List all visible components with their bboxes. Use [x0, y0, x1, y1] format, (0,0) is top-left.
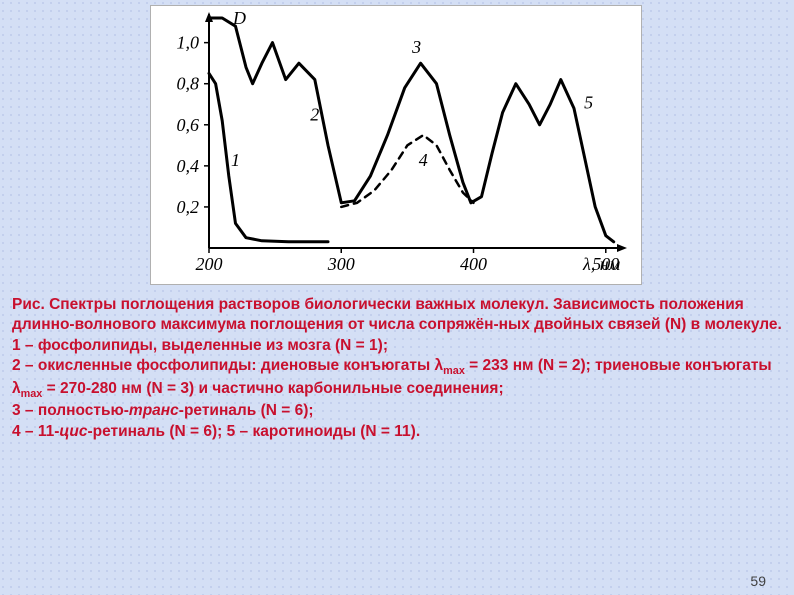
- svg-text:3: 3: [411, 37, 421, 57]
- svg-text:λ, нм: λ, нм: [582, 254, 621, 274]
- svg-text:300: 300: [327, 254, 355, 274]
- svg-text:1: 1: [231, 150, 240, 170]
- caption-line-2c: = 270-280 нм (N = 3) и частично карбонил…: [42, 380, 503, 397]
- svg-text:200: 200: [196, 254, 223, 274]
- svg-text:0,4: 0,4: [177, 156, 200, 176]
- caption-line-3c: -ретиналь (N = 6);: [179, 402, 314, 419]
- caption-line-3b: транс: [129, 402, 179, 419]
- svg-text:0,2: 0,2: [177, 197, 200, 217]
- svg-text:0,6: 0,6: [177, 115, 200, 135]
- caption-line-4a: 4 – 11-: [12, 423, 59, 440]
- caption-sub: max: [443, 365, 465, 377]
- caption-sub2: max: [21, 388, 43, 400]
- svg-text:2: 2: [310, 105, 319, 125]
- caption-line-4c: -ретиналь (N = 6); 5 – каротиноиды (N = …: [88, 423, 421, 440]
- svg-text:0,8: 0,8: [177, 74, 200, 94]
- svg-text:400: 400: [460, 254, 487, 274]
- spectra-chart: 0,20,40,60,81,0200300400500Dλ, нм12345: [150, 5, 642, 285]
- caption-line-1: 1 – фосфолипиды, выделенные из мозга (N …: [12, 337, 388, 354]
- svg-text:4: 4: [419, 150, 428, 170]
- caption-line-2a: 2 – окисленные фосфолипиды: диеновые кон…: [12, 357, 443, 374]
- svg-text:5: 5: [584, 92, 593, 112]
- svg-text:1,0: 1,0: [177, 33, 200, 53]
- caption-intro: Рис. Спектры поглощения растворов биолог…: [12, 296, 782, 333]
- figure-caption: Рис. Спектры поглощения растворов биолог…: [12, 295, 782, 442]
- caption-line-4b: цис: [59, 423, 87, 440]
- caption-line-3a: 3 – полностью-: [12, 402, 129, 419]
- page-number: 59: [750, 573, 766, 589]
